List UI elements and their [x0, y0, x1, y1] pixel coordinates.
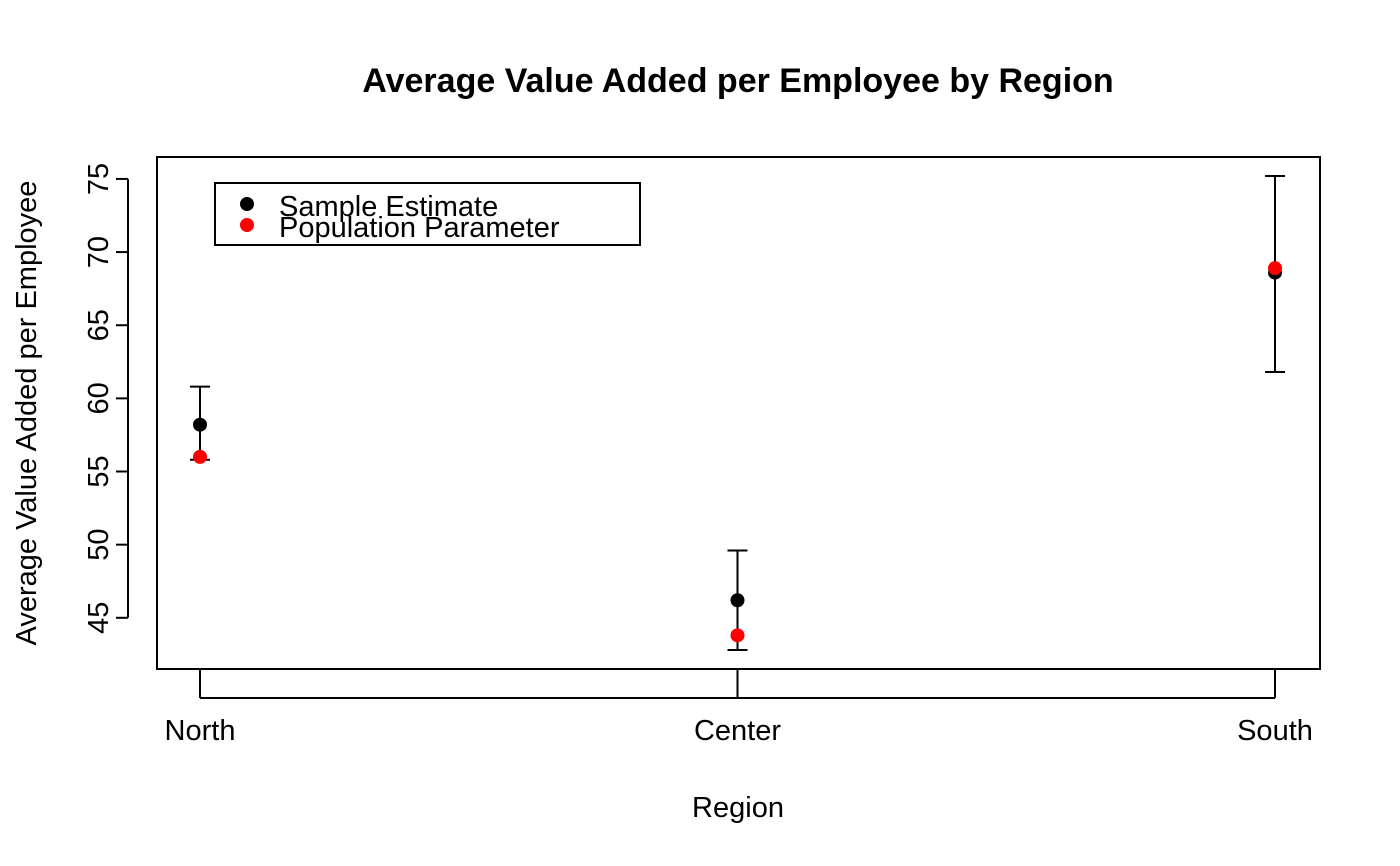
- x-tick-label: South: [1237, 715, 1313, 747]
- y-tick-label: 55: [83, 455, 115, 487]
- x-tick-label: North: [165, 715, 236, 747]
- y-tick-label: 60: [83, 382, 115, 414]
- y-tick-label: 75: [83, 163, 115, 195]
- point-sample-estimate-center: [730, 593, 745, 608]
- y-tick-label: 50: [83, 529, 115, 561]
- point-sample-estimate-north: [193, 417, 207, 432]
- point-population-parameter-north: [193, 449, 207, 464]
- point-population-parameter-center: [730, 628, 745, 643]
- y-tick-label: 65: [83, 309, 115, 341]
- x-axis: North Center South: [165, 669, 1313, 747]
- y-axis-title: Average Value Added per Employee: [11, 181, 43, 646]
- y-axis: 45 50 55 60 65 70 75: [83, 163, 129, 634]
- legend-marker-sample-estimate: [240, 197, 254, 211]
- legend-box: [214, 182, 641, 246]
- legend-label-sample-estimate: Sample Estimate: [279, 191, 498, 223]
- x-tick-label: Center: [694, 715, 781, 747]
- y-tick-label: 70: [83, 236, 115, 268]
- legend-marker-population-parameter: [240, 218, 254, 232]
- y-tick-label: 45: [83, 602, 115, 634]
- data-marks: [190, 175, 1285, 651]
- x-axis-title: Region: [692, 792, 784, 824]
- legend: Sample Estimate Population Parameter: [214, 182, 641, 246]
- point-population-parameter-south: [1268, 261, 1282, 276]
- legend-label-population-parameter: Population Parameter: [279, 212, 560, 244]
- chart-title: Average Value Added per Employee by Regi…: [362, 62, 1113, 100]
